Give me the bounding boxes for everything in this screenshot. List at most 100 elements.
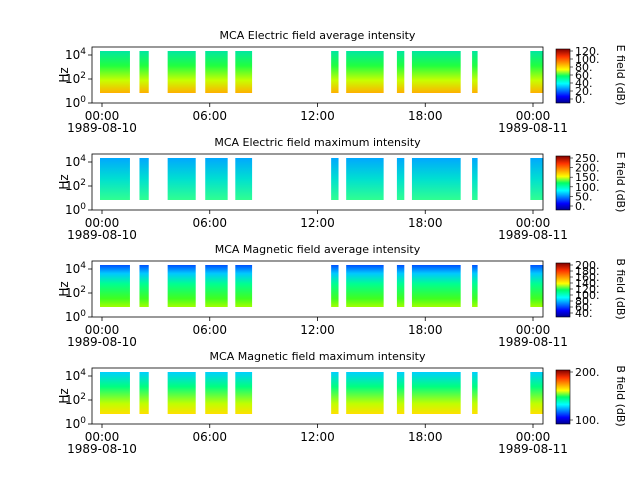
x-tick-date: 1989-08-11 (498, 335, 568, 349)
colorbar-tick-label: 0. (575, 93, 586, 106)
y-tick-label: 104 (65, 261, 86, 276)
y-axis-label: Hz (57, 174, 71, 189)
data-segment (530, 158, 544, 200)
data-segment (139, 158, 149, 200)
data-segment (167, 265, 196, 307)
data-segment (396, 51, 405, 93)
panel-4: MCA Magnetic field maximum intensity 100 1… (57, 350, 627, 456)
data-segment (411, 265, 461, 307)
x-tick-label: 00:00 (516, 216, 551, 230)
data-segment (100, 158, 130, 200)
x-tick-label: 06:00 (192, 109, 227, 123)
colorbar-tick-label: 250. (575, 152, 600, 165)
x-tick-label: 12:00 (300, 430, 335, 444)
x-tick-label: 06:00 (192, 323, 227, 337)
x-tick-label: 00:00 (85, 109, 120, 123)
data-segment (100, 372, 130, 414)
data-segment (396, 372, 405, 414)
data-segment (411, 51, 461, 93)
x-tick-label: 06:00 (192, 216, 227, 230)
y-tick-label: 100 (65, 416, 86, 431)
colorbar-tick-label: 160. (575, 271, 600, 284)
colorbar-tick-label: 120. (575, 283, 600, 296)
y-tick-label: 104 (65, 47, 86, 62)
data-segment (331, 372, 339, 414)
data-segment (472, 372, 478, 414)
x-tick-label: 00:00 (516, 323, 551, 337)
data-segment (139, 265, 149, 307)
data-segment (205, 51, 228, 93)
x-tick-label: 06:00 (192, 430, 227, 444)
colorbar-tick-label: 40. (575, 77, 593, 90)
data-segment (530, 372, 544, 414)
data-segment (396, 265, 405, 307)
data-segment (331, 158, 339, 200)
data-segment (235, 372, 253, 414)
colorbar-tick-label: 100. (575, 289, 600, 302)
x-tick-label: 18:00 (408, 323, 443, 337)
data-segment (346, 372, 384, 414)
y-tick-label: 100 (65, 202, 86, 217)
y-tick-label: 100 (65, 95, 86, 110)
x-tick-label: 00:00 (85, 216, 120, 230)
data-segment (346, 265, 384, 307)
data-segment (167, 51, 196, 93)
data-segment (139, 51, 149, 93)
data-segment (331, 51, 339, 93)
x-tick-date: 1989-08-11 (498, 228, 568, 242)
data-segment (205, 158, 228, 200)
data-segment (167, 158, 196, 200)
colorbar-tick-label: 80. (575, 61, 593, 74)
colorbar-tick-label: 80. (575, 295, 593, 308)
colorbar (555, 369, 571, 425)
colorbar-tick-label: 100. (575, 181, 600, 194)
colorbar-tick-label: 50. (575, 190, 593, 203)
x-tick-date: 1989-08-11 (498, 442, 568, 456)
panel-1: MCA Electric field average intensity 100 1… (57, 29, 627, 135)
colorbar-tick-label: 200. (575, 162, 600, 175)
colorbar (555, 155, 571, 211)
data-segment (396, 158, 405, 200)
y-axis-label: Hz (57, 388, 71, 403)
colorbar-tick-label: 140. (575, 277, 600, 290)
panel-title: MCA Electric field maximum intensity (214, 136, 421, 149)
colorbar-label: B field (dB) (614, 365, 627, 426)
colorbar-tick-label: 180. (575, 265, 600, 278)
colorbar-tick-label: 0. (575, 200, 586, 213)
x-tick-label: 18:00 (408, 109, 443, 123)
panel-title: MCA Electric field average intensity (220, 29, 416, 42)
data-segment (472, 158, 478, 200)
data-segment (235, 51, 253, 93)
x-tick-label: 12:00 (300, 216, 335, 230)
panel-3: MCA Magnetic field average intensity 100 1… (57, 243, 627, 349)
data-segment (411, 158, 461, 200)
data-segment (530, 51, 544, 93)
x-tick-label: 18:00 (408, 216, 443, 230)
data-segment (331, 265, 339, 307)
x-tick-label: 00:00 (85, 430, 120, 444)
data-segment (139, 372, 149, 414)
colorbar-tick-label: 20. (575, 85, 593, 98)
colorbar-label: E field (dB) (614, 152, 627, 213)
data-segment (472, 51, 478, 93)
data-segment (530, 265, 544, 307)
panel-title: MCA Magnetic field maximum intensity (210, 350, 426, 363)
x-tick-date: 1989-08-10 (67, 335, 137, 349)
colorbar-tick-label: 200. (575, 366, 600, 379)
data-segment (235, 158, 253, 200)
panel-title: MCA Magnetic field average intensity (215, 243, 421, 256)
colorbar-label: B field (dB) (614, 258, 627, 319)
x-tick-date: 1989-08-10 (67, 228, 137, 242)
colorbar-tick-label: 100. (575, 53, 600, 66)
colorbar (555, 262, 571, 318)
x-tick-label: 12:00 (300, 323, 335, 337)
colorbar-tick-label: 60. (575, 69, 593, 82)
colorbar-tick-label: 150. (575, 171, 600, 184)
data-segment (346, 158, 384, 200)
x-tick-label: 12:00 (300, 109, 335, 123)
y-axis-label: Hz (57, 281, 71, 296)
y-tick-label: 100 (65, 309, 86, 324)
data-segment (472, 265, 478, 307)
x-tick-label: 18:00 (408, 430, 443, 444)
